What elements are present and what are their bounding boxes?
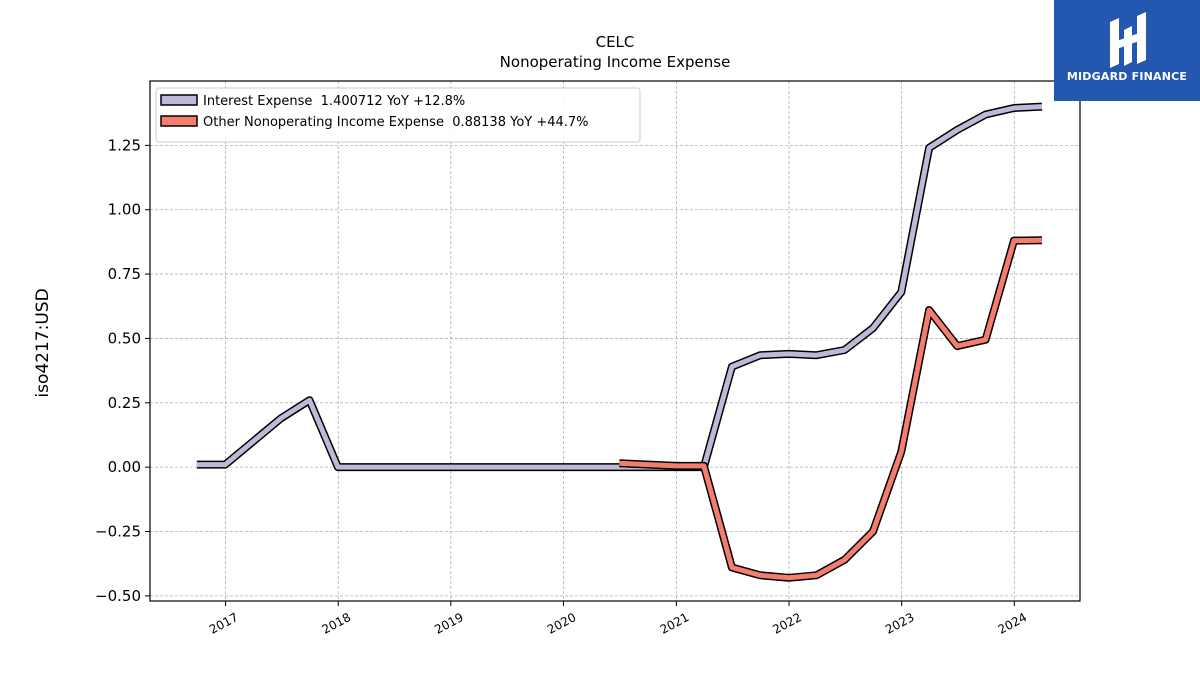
legend-label-2: Other Nonoperating Income Expense 0.8813… xyxy=(203,115,589,130)
legend-box xyxy=(155,87,641,143)
midgard-logo-icon xyxy=(1110,12,1146,68)
y-tick-label: −0.25 xyxy=(95,522,141,540)
grid xyxy=(150,81,1080,601)
brand-name: MIDGARD FINANCE xyxy=(1066,70,1188,83)
legend-swatch-1 xyxy=(160,94,198,106)
y-axis: −0.50 −0.25 0.00 0.25 0.50 0.75 1.00 1.25 xyxy=(95,136,150,605)
y-axis-label: iso4217:USD xyxy=(33,288,53,397)
y-tick-label: 0.25 xyxy=(108,394,141,412)
plot-frame xyxy=(149,80,1081,602)
series-line-2 xyxy=(619,237,1043,581)
x-tick-label: 2024 xyxy=(996,610,1030,637)
series-line-1 xyxy=(196,104,1043,470)
x-axis: 2017 2018 2019 2020 2021 2022 2023 2024 xyxy=(207,601,1029,637)
x-tick-label: 2023 xyxy=(883,610,917,637)
series-outline-2 xyxy=(619,236,1043,582)
x-tick-label: 2018 xyxy=(320,610,354,637)
y-tick-label: 0.50 xyxy=(108,329,141,347)
chart-title: CELC xyxy=(596,33,635,51)
series-lines xyxy=(196,102,1043,582)
chart-subtitle: Nonoperating Income Expense xyxy=(500,53,731,71)
x-tick-label: 2020 xyxy=(545,610,579,637)
series-outline-1 xyxy=(196,102,1043,472)
x-tick-label: 2021 xyxy=(658,610,692,637)
x-tick-label: 2022 xyxy=(770,610,804,637)
legend: Interest Expense 1.400712 YoY +12.8% Othe… xyxy=(155,87,641,143)
y-tick-label: 0.75 xyxy=(108,265,141,283)
x-tick-label: 2017 xyxy=(207,610,241,637)
brand-logo: MIDGARD FINANCE xyxy=(1054,0,1200,101)
y-tick-label: 1.25 xyxy=(108,136,141,154)
y-tick-label: 1.00 xyxy=(108,201,141,219)
y-tick-label: −0.50 xyxy=(95,587,141,605)
legend-swatch-2 xyxy=(160,115,198,127)
x-tick-label: 2019 xyxy=(432,610,466,637)
legend-label-1: Interest Expense 1.400712 YoY +12.8% xyxy=(203,94,465,109)
y-tick-label: 0.00 xyxy=(108,458,141,476)
